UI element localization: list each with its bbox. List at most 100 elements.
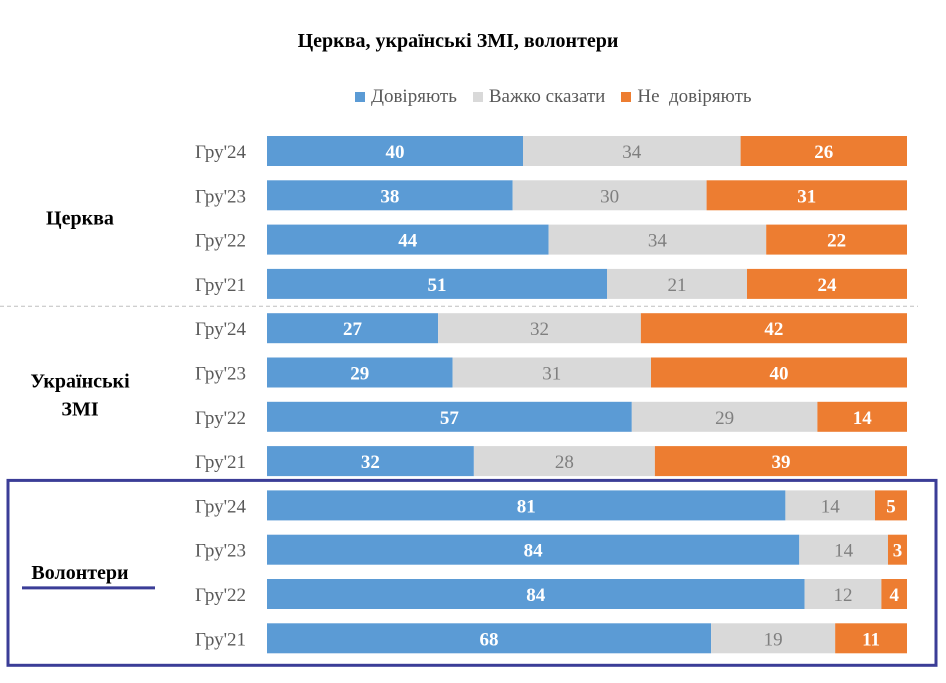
highlight-box — [6, 478, 938, 667]
data-label-trust-2-3: 68 — [480, 629, 499, 650]
data-label-hard-2-2: 12 — [834, 585, 853, 606]
data-label-trust-0-1: 38 — [380, 186, 399, 207]
data-label-trust-1-2: 57 — [440, 408, 460, 429]
data-label-trust-1-3: 32 — [361, 452, 380, 473]
legend-swatch-distrust — [621, 92, 632, 102]
group-label-1-0: Українські — [30, 371, 130, 393]
period-label-2-0: Гру'24 — [195, 496, 246, 517]
bar-trust-2-0 — [267, 490, 786, 521]
bar-distrust-1-3 — [654, 446, 907, 477]
period-label-2-3: Гру'21 — [195, 629, 246, 650]
period-label-2-2: Гру'22 — [195, 585, 246, 606]
legend-swatch-hard — [472, 92, 483, 102]
legend-label-distrust: Не довіряють — [637, 86, 752, 107]
data-label-hard-1-3: 28 — [555, 452, 574, 473]
bar-trust-2-2 — [267, 579, 805, 609]
bar-distrust-2-1 — [887, 534, 907, 565]
bar-distrust-1-1 — [651, 357, 907, 388]
data-label-distrust-2-3: 11 — [862, 629, 880, 650]
bar-trust-2-3 — [267, 623, 712, 654]
data-label-distrust-1-2: 14 — [853, 408, 873, 429]
bar-hard-2-3 — [711, 623, 836, 654]
period-label-1-1: Гру'23 — [195, 364, 246, 385]
data-label-distrust-1-1: 40 — [770, 364, 789, 385]
legend-item-trust: Довіряють — [355, 86, 457, 108]
bar-hard-0-3 — [607, 268, 747, 299]
legend-item-distrust: Не довіряють — [621, 86, 752, 108]
bar-trust-0-2 — [267, 224, 549, 255]
data-label-distrust-2-1: 3 — [893, 541, 903, 562]
bar-distrust-2-3 — [835, 623, 907, 654]
data-label-hard-2-1: 14 — [834, 541, 854, 562]
legend-label-hard: Важко сказати — [488, 86, 606, 107]
data-label-hard-0-0: 34 — [622, 142, 642, 163]
bar-trust-0-0 — [267, 136, 523, 166]
bar-trust-1-2 — [267, 401, 632, 432]
bar-hard-1-2 — [631, 401, 818, 432]
bar-hard-0-1 — [512, 180, 707, 211]
data-label-hard-1-1: 31 — [542, 364, 561, 385]
bar-hard-0-0 — [523, 136, 741, 166]
bar-trust-0-3 — [267, 268, 607, 299]
data-label-trust-0-2: 44 — [398, 231, 418, 252]
data-label-distrust-2-0: 5 — [886, 496, 896, 517]
bar-distrust-1-0 — [640, 313, 907, 344]
bar-hard-1-3 — [473, 446, 655, 477]
data-label-trust-0-3: 51 — [428, 275, 447, 296]
data-label-trust-2-0: 81 — [517, 496, 536, 517]
data-label-trust-1-0: 27 — [343, 319, 363, 340]
data-label-trust-2-1: 84 — [524, 541, 544, 562]
bar-distrust-0-2 — [766, 224, 907, 255]
data-label-trust-0-0: 40 — [386, 142, 405, 163]
bar-trust-0-1 — [267, 180, 513, 211]
period-label-1-2: Гру'22 — [195, 408, 246, 429]
bar-hard-1-0 — [438, 313, 641, 344]
data-label-distrust-0-3: 24 — [818, 275, 838, 296]
period-label-0-1: Гру'23 — [195, 186, 246, 207]
bar-trust-2-1 — [267, 534, 800, 565]
period-label-0-2: Гру'22 — [195, 231, 246, 252]
data-label-trust-2-2: 84 — [526, 585, 546, 606]
data-label-distrust-1-0: 42 — [764, 319, 783, 340]
bar-trust-1-3 — [267, 446, 474, 477]
data-label-distrust-0-2: 22 — [827, 231, 846, 252]
bar-distrust-1-2 — [817, 401, 907, 432]
bar-trust-1-0 — [267, 313, 439, 344]
data-label-hard-0-1: 30 — [600, 186, 619, 207]
period-label-0-3: Гру'21 — [195, 275, 246, 296]
bar-hard-2-2 — [804, 579, 882, 609]
legend-item-hard: Важко сказати — [472, 86, 606, 108]
legend-label-trust: Довіряють — [371, 86, 457, 107]
bar-distrust-2-2 — [881, 579, 907, 609]
data-label-hard-1-2: 29 — [715, 408, 734, 429]
group-label-1-1: ЗМІ — [61, 399, 98, 421]
bar-hard-1-1 — [452, 357, 651, 388]
group-label-2-0: Волонтери — [31, 562, 128, 584]
bar-distrust-0-1 — [706, 180, 907, 211]
data-label-distrust-0-1: 31 — [797, 186, 816, 207]
bar-trust-1-1 — [267, 357, 453, 388]
data-label-hard-0-3: 21 — [668, 275, 687, 296]
bar-distrust-0-3 — [747, 268, 907, 299]
data-label-hard-1-0: 32 — [530, 319, 549, 340]
period-label-0-0: Гру'24 — [195, 142, 246, 163]
bar-distrust-2-0 — [875, 490, 907, 521]
data-label-hard-2-0: 14 — [821, 496, 841, 517]
period-label-1-3: Гру'21 — [195, 452, 246, 473]
period-label-1-0: Гру'24 — [195, 319, 246, 340]
group-label-0-0: Церква — [46, 207, 114, 229]
data-label-distrust-0-0: 26 — [814, 142, 833, 163]
data-label-hard-2-3: 19 — [764, 629, 783, 650]
bar-hard-2-0 — [785, 490, 875, 521]
data-label-hard-0-2: 34 — [648, 231, 668, 252]
data-label-trust-1-1: 29 — [350, 364, 369, 385]
data-label-distrust-2-2: 4 — [889, 585, 899, 606]
bar-hard-0-2 — [548, 224, 767, 255]
bar-distrust-0-0 — [740, 136, 907, 166]
chart-title: Церква, українські ЗМІ, волонтери — [297, 30, 619, 52]
data-label-distrust-1-3: 39 — [771, 452, 790, 473]
bar-hard-2-1 — [799, 534, 888, 565]
legend: Довіряють Важко сказати Не довіряють — [355, 84, 752, 110]
period-label-2-1: Гру'23 — [195, 541, 246, 562]
